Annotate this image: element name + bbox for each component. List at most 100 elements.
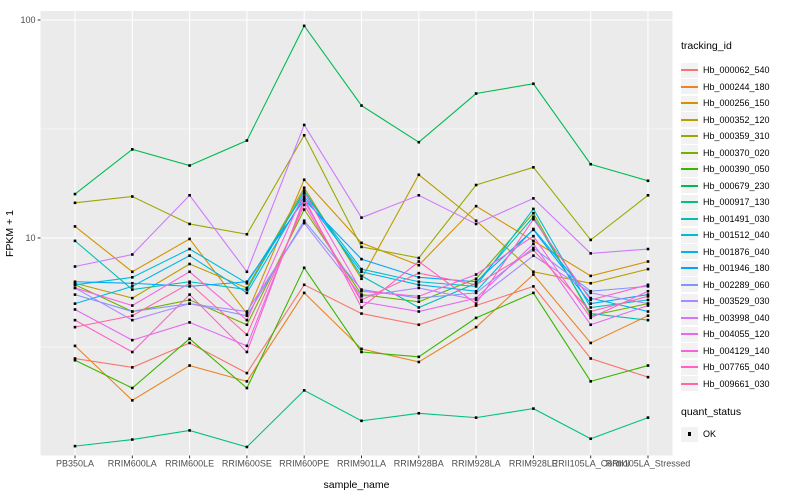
data-point xyxy=(589,162,592,166)
legend-line-swatch xyxy=(681,201,698,204)
legend-item-label: Hb_002289_060 xyxy=(703,279,770,290)
data-point xyxy=(589,289,592,293)
x-tick-label: RRIM928BA xyxy=(394,459,444,469)
legend-item-label: Hb_007765_040 xyxy=(703,362,770,373)
data-point xyxy=(589,316,592,320)
legend-item-label: Hb_000244_180 xyxy=(703,81,770,92)
data-point xyxy=(417,280,421,284)
legend-item-label: Hb_000062_540 xyxy=(703,65,770,76)
data-point xyxy=(188,337,191,341)
data-point xyxy=(646,364,650,367)
data-point xyxy=(646,302,650,305)
data-point xyxy=(73,239,77,243)
data-point xyxy=(131,399,134,402)
data-point xyxy=(474,289,478,293)
data-point xyxy=(474,298,478,302)
legend-title-tracking-id: tracking_id xyxy=(681,40,732,52)
legend-line-swatch xyxy=(681,300,698,303)
data-point xyxy=(73,225,77,228)
data-point xyxy=(245,333,249,337)
data-point xyxy=(302,291,306,295)
legend-key-line xyxy=(681,128,698,144)
data-point xyxy=(131,350,134,354)
data-point xyxy=(73,283,77,287)
legend-key-line xyxy=(681,211,698,227)
data-point xyxy=(417,296,421,300)
x-tick-label: RRII105LA_Stressed xyxy=(606,459,691,469)
data-point xyxy=(417,286,421,290)
legend-line-swatch xyxy=(681,184,698,187)
legend-key-point xyxy=(681,426,698,442)
legend-item-label: Hb_009661_030 xyxy=(703,378,770,389)
legend-key-line xyxy=(681,112,698,128)
data-point xyxy=(360,295,363,298)
data-point xyxy=(245,371,249,375)
legend-line-swatch xyxy=(681,234,698,237)
legend-key-line xyxy=(681,62,698,78)
legend-item-label: Hb_000370_020 xyxy=(703,147,770,158)
data-point xyxy=(131,310,134,313)
legend-line-swatch xyxy=(681,168,698,171)
data-point xyxy=(646,416,650,419)
data-point xyxy=(474,219,478,223)
data-point xyxy=(417,283,421,287)
legend-item-label: OK xyxy=(703,429,717,440)
data-point xyxy=(417,271,421,275)
legend-item: Hb_003529_030 xyxy=(681,293,799,310)
legend-item: Hb_002289_060 xyxy=(681,277,799,294)
x-tick-label: RRIM928LE xyxy=(509,459,558,469)
data-point xyxy=(646,267,650,271)
data-point xyxy=(188,285,191,288)
legend-item: Hb_004055_120 xyxy=(681,326,799,343)
x-tick-label: RRIM600LA xyxy=(108,459,157,469)
data-point xyxy=(532,291,535,295)
data-point xyxy=(73,293,77,296)
data-point xyxy=(417,323,421,327)
data-point xyxy=(589,306,592,309)
data-point xyxy=(474,204,478,208)
data-point xyxy=(73,444,77,448)
legend-items-tracking-id: Hb_000062_540 Hb_000244_180 Hb_000256_150 H… xyxy=(681,62,799,392)
data-point xyxy=(474,183,478,187)
legend-item: Hb_001946_180 xyxy=(681,260,799,277)
data-point xyxy=(73,302,77,305)
data-point xyxy=(245,232,249,236)
data-point xyxy=(532,217,535,221)
data-point xyxy=(73,325,77,329)
data-point xyxy=(188,429,191,432)
legend-item: Hb_007765_040 xyxy=(681,359,799,376)
data-point xyxy=(646,260,650,263)
data-point xyxy=(589,437,592,441)
data-point xyxy=(646,179,650,183)
data-point xyxy=(131,285,134,288)
data-point xyxy=(302,208,306,211)
legend-key-line xyxy=(681,376,698,392)
legend-item: Hb_001491_030 xyxy=(681,211,799,228)
data-point xyxy=(532,239,535,243)
data-point xyxy=(474,296,478,300)
legend-items-quant-status: OK xyxy=(681,426,799,443)
data-point xyxy=(131,366,134,369)
data-point xyxy=(245,314,249,318)
legend-item: Hb_000359_310 xyxy=(681,128,799,145)
legend-key-line xyxy=(681,227,698,243)
data-point xyxy=(131,304,134,307)
data-point xyxy=(188,237,191,241)
data-point xyxy=(360,347,363,351)
legend-item-label: Hb_000256_150 xyxy=(703,98,770,109)
data-point xyxy=(245,139,249,142)
data-point xyxy=(417,276,421,279)
data-point xyxy=(474,325,478,329)
data-point xyxy=(417,300,421,304)
legend-line-swatch xyxy=(681,217,698,220)
data-point xyxy=(131,288,134,291)
data-point xyxy=(532,242,535,246)
data-point xyxy=(646,285,650,288)
data-point xyxy=(245,312,249,315)
data-point xyxy=(245,280,249,284)
data-point xyxy=(245,270,249,274)
data-point xyxy=(131,148,134,151)
x-tick-label: RRIM600PE xyxy=(279,459,329,469)
data-point xyxy=(360,274,363,278)
